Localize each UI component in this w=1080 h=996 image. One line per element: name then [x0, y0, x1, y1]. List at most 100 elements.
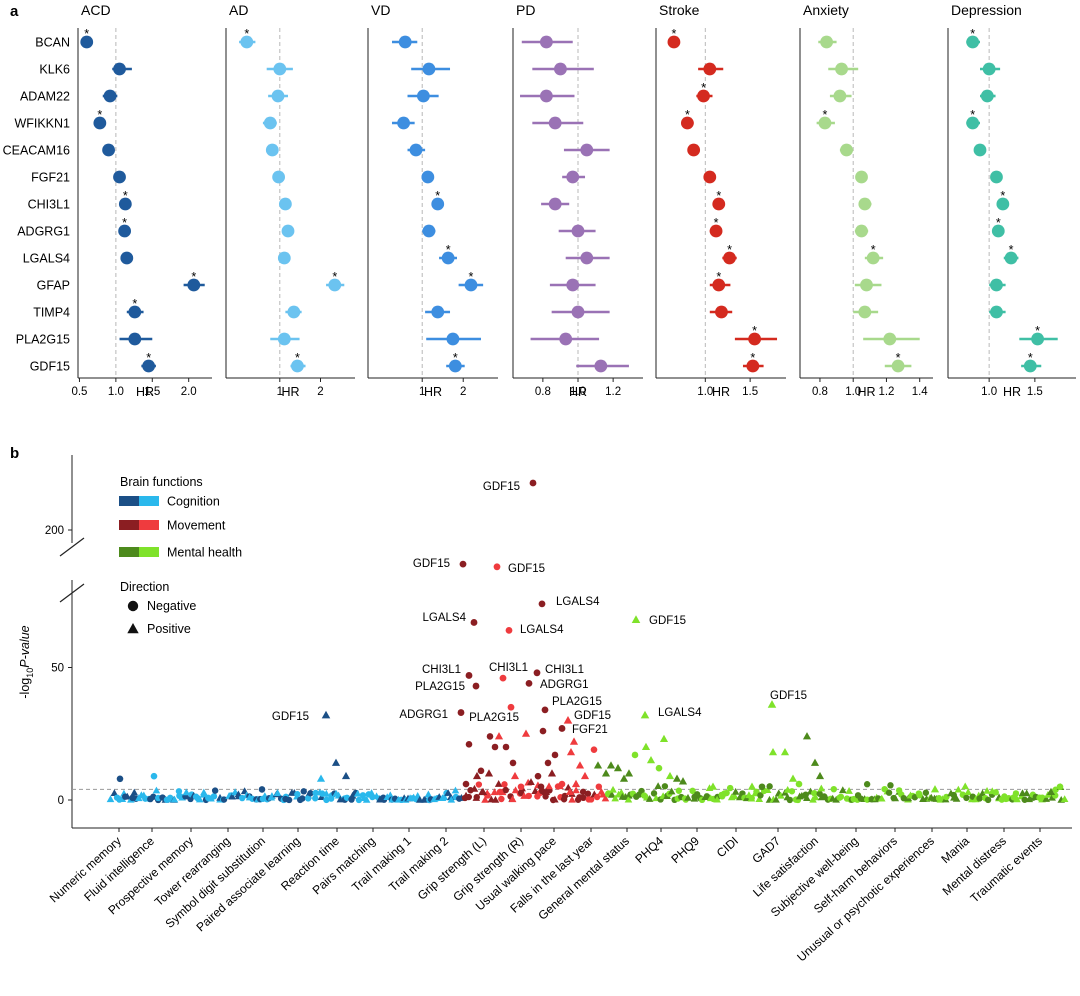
y-axis-title: -log10P-value — [18, 625, 35, 698]
data-point — [845, 787, 853, 794]
x-axis-title: HR — [857, 385, 875, 399]
significance-star: * — [244, 27, 249, 41]
data-point — [763, 786, 772, 794]
hr-point — [883, 332, 897, 346]
data-point — [238, 794, 246, 802]
data-point — [484, 769, 494, 777]
hr-point — [113, 170, 126, 184]
data-point — [780, 748, 790, 756]
data-point — [703, 793, 711, 800]
data-point — [273, 789, 282, 796]
x-tick-label: 1.0 — [570, 386, 586, 398]
legend-title: Brain functions — [120, 475, 203, 489]
hr-point — [278, 197, 292, 211]
significant-points — [116, 727, 1064, 796]
data-point — [978, 789, 987, 797]
significance-star: * — [685, 108, 690, 122]
data-point — [672, 774, 682, 782]
data-point — [547, 769, 557, 777]
x-tick-label: 0.5 — [71, 386, 87, 398]
data-point — [210, 793, 218, 800]
data-point — [922, 789, 930, 796]
data-point — [891, 794, 900, 802]
significance-star: * — [1000, 189, 1005, 203]
data-point — [1022, 789, 1031, 797]
data-point — [803, 794, 811, 802]
panel-title: Depression — [951, 2, 1022, 18]
data-point — [755, 795, 764, 803]
data-point — [579, 788, 587, 796]
hr-point — [835, 62, 848, 76]
hr-point — [966, 35, 980, 49]
x-tick-label: 1.0 — [981, 386, 997, 398]
data-point — [447, 795, 456, 803]
hr-point — [833, 89, 847, 103]
protein-label: ADGRG1 — [17, 225, 70, 239]
hr-point — [697, 89, 710, 103]
data-point — [170, 795, 179, 803]
data-point — [646, 755, 656, 764]
data-point — [106, 795, 115, 803]
data-point — [110, 789, 119, 797]
point-annotation: PLA2G15 — [469, 712, 519, 724]
data-point — [565, 787, 575, 796]
data-point — [571, 779, 581, 788]
data-point — [478, 787, 488, 796]
data-point — [758, 783, 766, 791]
data-point — [572, 786, 580, 794]
x-tick-label: 1.5 — [144, 386, 160, 398]
data-point — [307, 790, 314, 797]
x-tick-label: 2.0 — [181, 386, 197, 398]
data-point — [207, 794, 215, 802]
data-point — [355, 796, 363, 804]
data-point — [830, 785, 837, 793]
legend-label: Positive — [147, 622, 191, 636]
hr-point — [580, 143, 594, 157]
data-point — [659, 734, 669, 743]
hr-point — [748, 332, 762, 346]
panel-title: Anxiety — [803, 2, 849, 18]
forest-plot-panel: a BCAN KLK6 ADAM22 WFIKKN1 CEACAM16 FGF21 CHI3L… — [3, 2, 1076, 399]
hr-point — [416, 89, 430, 103]
significance-star: * — [727, 243, 732, 257]
labeled-data-point — [470, 619, 478, 626]
hr-point — [866, 251, 880, 265]
point-annotation: CHI3L1 — [422, 664, 461, 676]
data-point — [713, 795, 721, 803]
data-point — [304, 795, 312, 802]
data-point — [220, 796, 228, 803]
forest-panel-anxiety: Anxiety 0.8 1.0 1.2 1.4 HR * * * — [799, 2, 933, 399]
x-axis-title: HR — [569, 385, 587, 399]
labeled-data-point — [538, 600, 546, 608]
hr-point — [860, 278, 873, 292]
data-point — [772, 795, 780, 803]
data-point — [486, 733, 494, 740]
hr-point — [980, 89, 994, 103]
hr-point — [966, 116, 980, 130]
hr-point — [818, 116, 832, 130]
hr-point — [102, 143, 115, 157]
significance-star: * — [469, 270, 474, 284]
data-point — [954, 785, 963, 793]
panel-a-label: a — [10, 3, 19, 20]
x-tick-label: 1.2 — [878, 386, 894, 398]
labeled-data-point — [493, 563, 501, 571]
category-label: CIDI — [714, 834, 741, 860]
data-point — [606, 761, 616, 769]
hr-point — [272, 170, 286, 184]
data-point — [444, 789, 452, 796]
significance-star: * — [146, 351, 151, 365]
significance-star: * — [295, 351, 300, 365]
x-tick-label: 1 — [277, 386, 283, 398]
point-annotation: GDF15 — [413, 558, 450, 570]
data-point — [877, 794, 886, 802]
data-point — [1012, 790, 1020, 797]
legend-circle-marker — [127, 600, 139, 612]
x-axis-title: HR — [281, 385, 299, 399]
hr-point — [281, 224, 295, 238]
data-point — [341, 771, 351, 780]
labeled-data-point — [499, 674, 507, 682]
x-axis-title: HR — [712, 385, 730, 399]
data-point — [527, 778, 535, 785]
